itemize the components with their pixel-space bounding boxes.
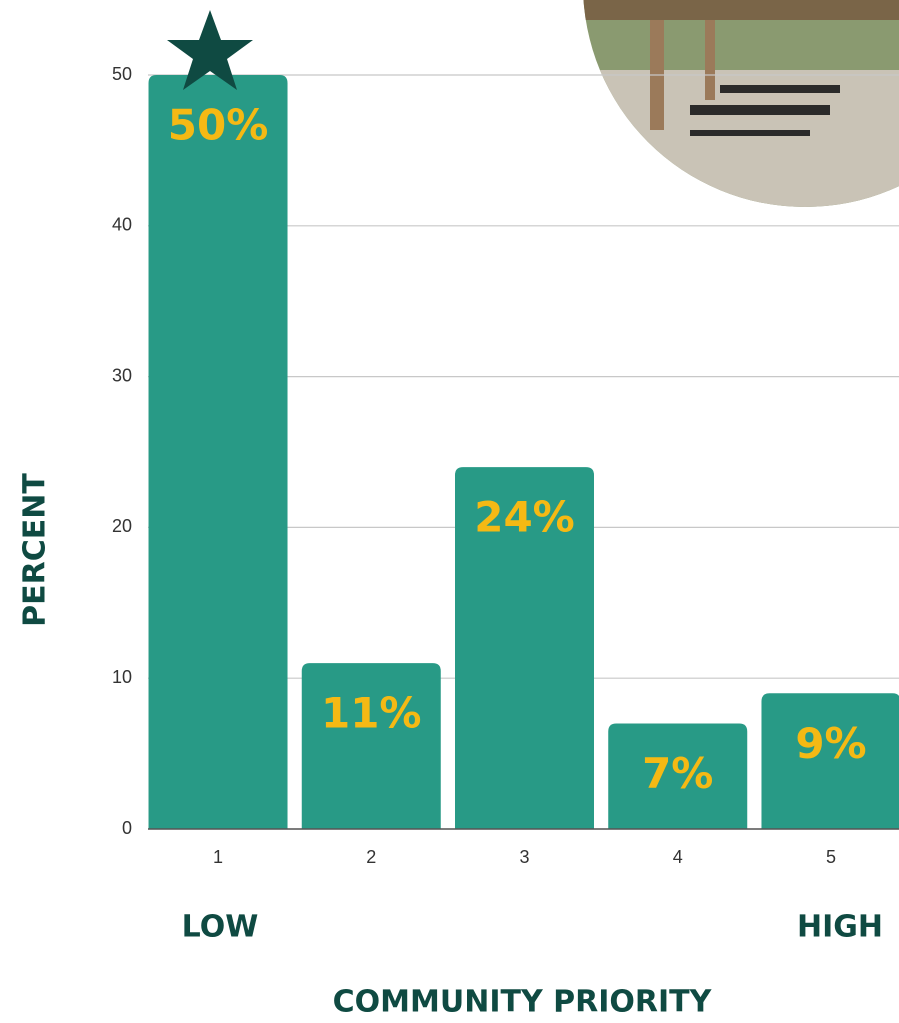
- y-axis-title: PERCENT: [18, 473, 53, 627]
- y-tick-label: 10: [112, 667, 132, 687]
- x-tick-label: 1: [213, 847, 223, 867]
- star: [167, 10, 253, 90]
- y-tick-label: 30: [112, 365, 132, 385]
- bar: [455, 467, 594, 829]
- value-label: 24%: [474, 493, 575, 542]
- x-tick-label: 5: [826, 847, 836, 867]
- bar: [761, 693, 899, 829]
- photo: [583, 0, 899, 207]
- x-tick-label: 4: [673, 847, 683, 867]
- x-tick-label: 3: [519, 847, 529, 867]
- y-tick-label: 20: [112, 516, 132, 536]
- bar: [148, 75, 288, 829]
- x-axis-title: COMMUNITY PRIORITY: [333, 985, 713, 1020]
- y-tick-label: 40: [112, 215, 132, 235]
- value-label: 7%: [642, 749, 713, 798]
- value-label: 9%: [795, 719, 866, 768]
- x-tick-label: 2: [366, 847, 376, 867]
- annotation: HIGH: [797, 910, 883, 945]
- y-tick-label: 50: [112, 64, 132, 84]
- bar: [301, 663, 441, 829]
- bar: [608, 723, 748, 829]
- value-label: 50%: [168, 101, 269, 150]
- value-label: 11%: [321, 689, 422, 738]
- annotation: LOW: [182, 910, 259, 945]
- y-tick-label: 0: [122, 818, 132, 838]
